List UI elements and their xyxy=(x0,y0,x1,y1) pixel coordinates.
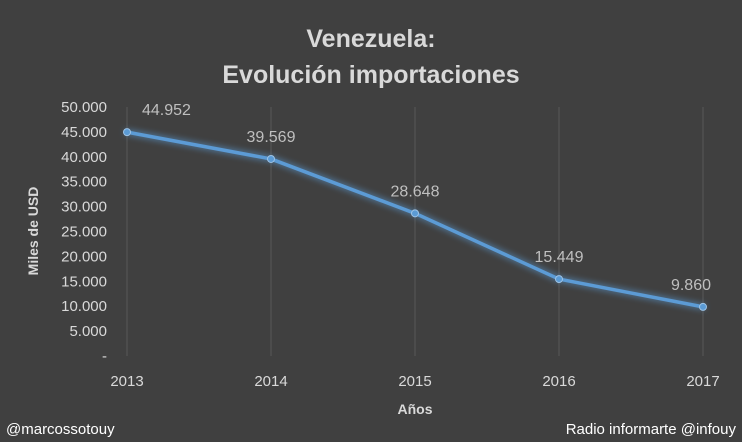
series-importaciones xyxy=(123,128,707,311)
y-axis-ticks: - 5.000 10.000 15.000 20.000 25.000 30.000 35.0… xyxy=(61,99,107,365)
x-axis-label: Años xyxy=(398,401,433,417)
data-label-2015: 28.648 xyxy=(391,183,440,200)
data-point-2017 xyxy=(699,302,707,311)
data-label-2014: 39.569 xyxy=(247,129,296,146)
y-tick-label: - xyxy=(102,348,107,365)
chart-title-line1: Venezuela: xyxy=(306,25,436,53)
data-label-2013: 44.952 xyxy=(142,102,191,119)
y-tick-label: 40.000 xyxy=(61,149,107,166)
grid-lines xyxy=(126,107,704,356)
y-tick-label: 5.000 xyxy=(69,323,107,340)
y-tick-label: 35.000 xyxy=(61,174,107,191)
chart-title-line2: Evolución importaciones xyxy=(222,61,520,89)
y-tick-label: 45.000 xyxy=(61,124,107,141)
y-tick-label: 10.000 xyxy=(61,298,107,315)
x-tick-label-2016: 2016 xyxy=(542,373,575,390)
x-tick-label-2017: 2017 xyxy=(686,373,719,390)
y-tick-label: 50.000 xyxy=(61,99,107,116)
x-tick-label-2013: 2013 xyxy=(110,373,143,390)
y-tick-label: 20.000 xyxy=(61,248,107,265)
y-tick-label: 15.000 xyxy=(61,273,107,290)
data-point-2013 xyxy=(123,128,131,137)
x-axis-ticks: 2013 2014 2015 2016 2017 xyxy=(110,373,719,390)
data-label-2016: 15.449 xyxy=(535,249,584,266)
y-tick-label: 30.000 xyxy=(61,199,107,216)
x-tick-label-2015: 2015 xyxy=(398,373,431,390)
data-label-2017: 9.860 xyxy=(671,277,711,294)
credit-right: Radio informarte @infouy xyxy=(565,421,736,438)
y-tick-label: 25.000 xyxy=(61,224,107,241)
data-point-2015 xyxy=(411,209,419,218)
credit-left: @marcossotouy xyxy=(6,421,115,438)
y-axis-label: Miles de USD xyxy=(25,187,41,276)
data-labels: 44.952 39.569 28.648 15.449 9.860 xyxy=(142,102,711,294)
x-tick-label-2014: 2014 xyxy=(254,373,287,390)
data-point-2014 xyxy=(267,154,275,163)
data-point-2016 xyxy=(555,275,563,284)
